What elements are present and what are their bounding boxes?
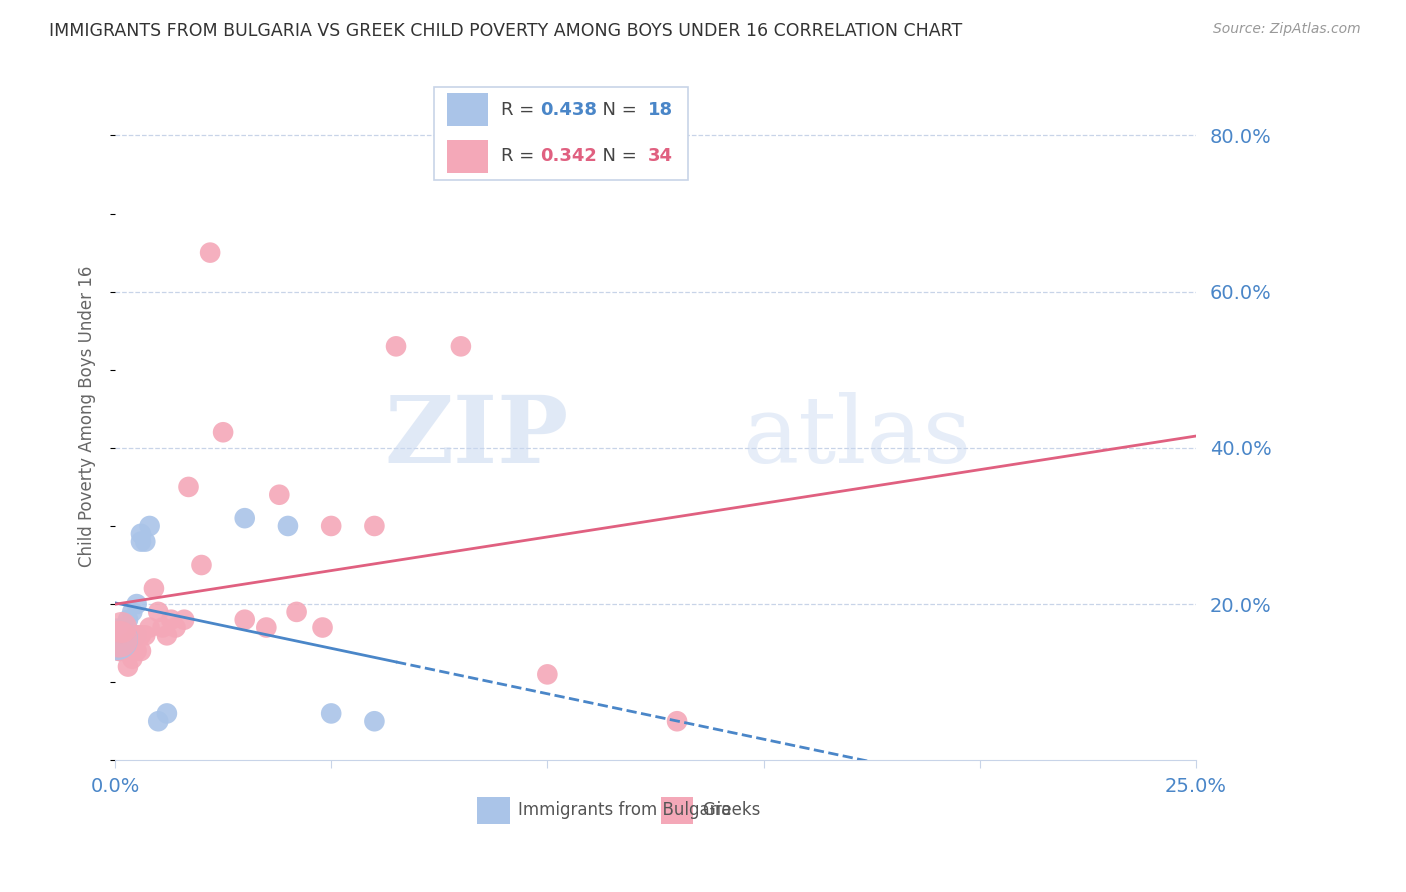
FancyBboxPatch shape (661, 797, 693, 823)
Point (156, 706, 179, 721)
Point (173, 613, 195, 627)
Point (233, 511, 256, 525)
Point (254, 620, 277, 634)
Point (129, 526, 152, 541)
Point (121, 628, 143, 642)
Point (105, 632, 128, 647)
Text: N =: N = (591, 147, 643, 165)
Point (277, 519, 299, 533)
Point (233, 613, 256, 627)
Point (117, 613, 139, 627)
Point (125, 644, 148, 658)
Point (129, 534, 152, 549)
FancyBboxPatch shape (447, 140, 488, 173)
Point (148, 605, 170, 619)
Point (117, 636, 139, 650)
FancyBboxPatch shape (447, 94, 488, 127)
FancyBboxPatch shape (477, 797, 509, 823)
Point (125, 597, 148, 611)
Point (177, 480, 200, 494)
Point (321, 706, 343, 721)
Point (152, 620, 174, 634)
Point (108, 644, 131, 658)
Point (142, 582, 165, 596)
Text: Immigrants from Bulgaria: Immigrants from Bulgaria (519, 802, 731, 820)
Point (160, 613, 183, 627)
Point (129, 644, 152, 658)
Point (138, 519, 160, 533)
Point (165, 620, 187, 634)
Point (134, 534, 156, 549)
Point (198, 245, 221, 260)
Point (117, 636, 139, 650)
Point (311, 620, 333, 634)
Text: R =: R = (501, 147, 540, 165)
Point (134, 628, 156, 642)
Point (112, 620, 135, 634)
FancyBboxPatch shape (434, 87, 688, 179)
Text: ZIP: ZIP (385, 392, 569, 483)
Point (321, 519, 343, 533)
Point (108, 632, 131, 647)
Point (363, 519, 385, 533)
Text: 0.342: 0.342 (540, 147, 596, 165)
Text: 0.438: 0.438 (540, 101, 596, 119)
Point (536, 667, 558, 681)
Text: Source: ZipAtlas.com: Source: ZipAtlas.com (1213, 22, 1361, 37)
Point (125, 628, 148, 642)
Point (110, 620, 132, 634)
Point (190, 558, 212, 572)
Point (129, 628, 152, 642)
Point (108, 644, 131, 658)
Point (121, 636, 143, 650)
Y-axis label: Child Poverty Among Boys Under 16: Child Poverty Among Boys Under 16 (79, 266, 96, 567)
Point (121, 652, 143, 666)
Text: 34: 34 (648, 147, 673, 165)
Point (666, 714, 689, 729)
Text: 18: 18 (648, 101, 673, 119)
Point (121, 605, 143, 619)
Point (269, 488, 291, 502)
Point (112, 644, 135, 658)
Point (156, 628, 179, 642)
Point (285, 605, 308, 619)
Point (148, 714, 170, 729)
Text: R =: R = (501, 101, 540, 119)
Point (117, 659, 139, 673)
Text: Greeks: Greeks (702, 802, 761, 820)
Text: IMMIGRANTS FROM BULGARIA VS GREEK CHILD POVERTY AMONG BOYS UNDER 16 CORRELATION : IMMIGRANTS FROM BULGARIA VS GREEK CHILD … (49, 22, 963, 40)
Point (212, 425, 235, 440)
Point (125, 628, 148, 642)
Point (138, 620, 160, 634)
Text: atlas: atlas (742, 392, 972, 483)
Point (385, 339, 408, 353)
Point (363, 714, 385, 729)
Point (450, 339, 472, 353)
Text: N =: N = (591, 101, 643, 119)
